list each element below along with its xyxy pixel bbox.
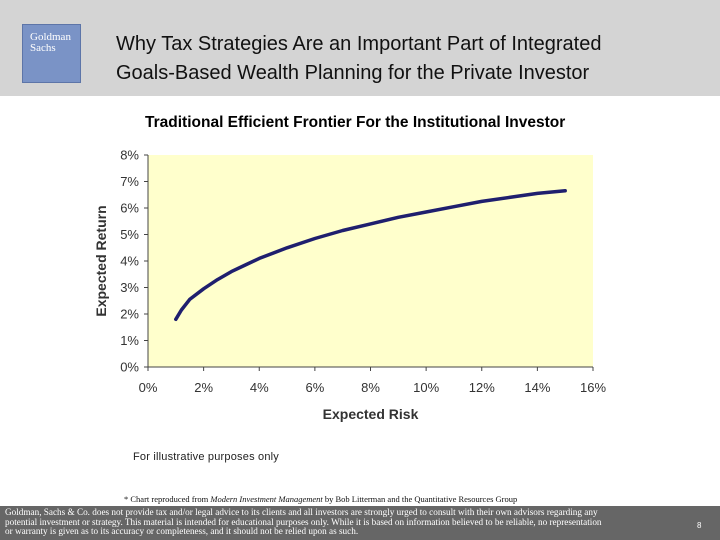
y-tick-label: 8% — [120, 148, 139, 163]
efficient-frontier-chart: 0% 1% 2% 3% 4% 5% 6% 7% 8% 0% 2% 4% 6% 8% 10% 12% 14% 16%… — [93, 148, 606, 423]
legal-disclaimer: Goldman, Sachs & Co. does not provide ta… — [5, 507, 675, 537]
y-tick-label: 0% — [120, 360, 139, 375]
x-tick-label: 2% — [194, 380, 213, 395]
source-book-title: Modern Investment Management — [210, 494, 323, 504]
goldman-sachs-logo: Goldman Sachs — [22, 24, 81, 83]
slide-title-line2: Goals-Based Wealth Planning for the Priv… — [116, 62, 590, 84]
source-prefix: * Chart reproduced from — [124, 494, 211, 504]
slide-title-line1: Why Tax Strategies Are an Important Part… — [116, 33, 602, 55]
y-tick-label: 7% — [120, 174, 139, 189]
x-tick-label: 14% — [524, 380, 550, 395]
x-tick-label: 0% — [139, 380, 158, 395]
disclaimer-line2: potential investment or strategy. This m… — [5, 516, 602, 527]
chart-panel: 0% 1% 2% 3% 4% 5% 6% 7% 8% 0% 2% 4% 6% 8% 10% 12% 14% 16%… — [85, 130, 610, 440]
illustrative-note: For illustrative purposes only — [133, 451, 280, 463]
slide-title: Why Tax Strategies Are an Important Part… — [116, 30, 706, 88]
x-tick-label: 10% — [413, 380, 439, 395]
y-tick-label: 3% — [120, 280, 139, 295]
efficient-frontier-line — [174, 189, 567, 322]
header-band: Goldman Sachs Why Tax Strategies Are an … — [0, 0, 720, 96]
page-number: 8 — [697, 521, 702, 530]
x-axis-title: Expected Risk — [323, 406, 419, 422]
y-tick-label: 6% — [120, 201, 139, 216]
chart-source: * Chart reproduced from Modern Investmen… — [124, 494, 517, 504]
y-tick-label: 1% — [120, 333, 139, 348]
x-tick-label: 16% — [580, 380, 606, 395]
x-tick-label: 4% — [250, 380, 269, 395]
disclaimer-line3: or warranty is given as to its accuracy … — [5, 526, 359, 537]
chart-title: Traditional Efficient Frontier For the I… — [145, 114, 566, 131]
y-axis-title: Expected Return — [93, 205, 109, 316]
y-tick-label: 4% — [120, 254, 139, 269]
logo-line1: Goldman — [30, 31, 71, 43]
logo-line2: Sachs — [30, 42, 56, 54]
source-suffix: by Bob Litterman and the Quantitative Re… — [322, 494, 518, 504]
x-tick-label: 6% — [305, 380, 324, 395]
plot-area — [148, 155, 593, 367]
footer-band: Goldman, Sachs & Co. does not provide ta… — [0, 506, 720, 540]
x-tick-label: 12% — [469, 380, 495, 395]
y-tick-label: 5% — [120, 227, 139, 242]
disclaimer-line1: Goldman, Sachs & Co. does not provide ta… — [5, 507, 598, 517]
x-tick-label: 8% — [361, 380, 380, 395]
y-tick-label: 2% — [120, 307, 139, 322]
